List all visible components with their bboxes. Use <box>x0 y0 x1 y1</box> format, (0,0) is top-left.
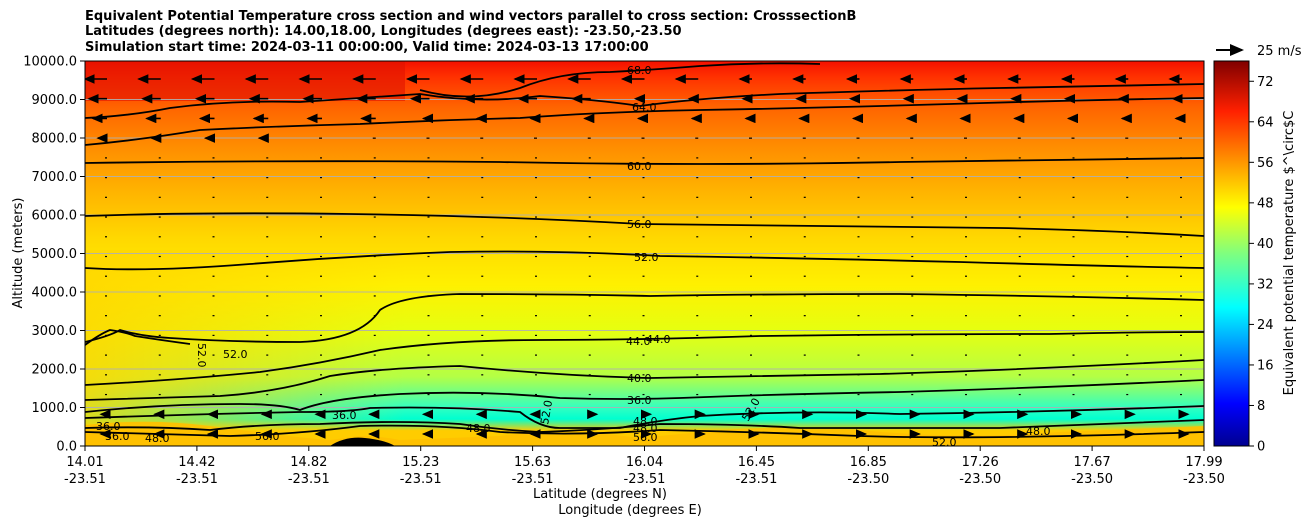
colorbar: 0 8 16 24 32 40 48 56 64 72 Equivalent potential … <box>1213 60 1297 455</box>
contour-labels: 68.0 64.0 60.0 56.0 52.0 52.0 44.0 44.0 … <box>96 64 1051 449</box>
contour-52 <box>85 250 1204 271</box>
y-tick-label: 0.0 <box>56 440 77 455</box>
contour-36-b <box>85 405 1204 429</box>
chart-title-line-2: Latitudes (degrees north): 14.00,18.00, … <box>85 24 682 39</box>
contour-label: 64.0 <box>632 101 657 114</box>
x-tick-label-lon: -23.50 <box>1183 472 1225 487</box>
x-tick-label-lon: -23.51 <box>176 472 218 487</box>
x-tick-label-lat: 16.45 <box>738 455 775 470</box>
contour-label: 36.0 <box>105 430 130 443</box>
contour-label: 44.0 <box>646 333 671 346</box>
x-tick-label-lat: 16.04 <box>626 455 663 470</box>
contour-56 <box>85 212 1204 237</box>
colorbar-tick-label: 48 <box>1257 196 1274 211</box>
y-tick-label: 1000.0 <box>32 401 78 416</box>
contour-label: 52.0 <box>932 436 957 449</box>
contour-label: 52.0 <box>223 348 248 361</box>
contour-label: 36.0 <box>332 409 357 422</box>
colorbar-gradient <box>1213 60 1250 447</box>
contour-36 <box>85 379 1204 413</box>
contour-48-low <box>85 419 1204 433</box>
contour-label: 52.0 <box>538 399 555 425</box>
contour-52-left <box>85 329 191 346</box>
y-tick-label: 6000.0 <box>32 209 78 224</box>
x-tick-label-lon: -23.51 <box>512 472 554 487</box>
x-tick-label-lat: 17.26 <box>962 455 999 470</box>
x-axis-label-lon: Longitude (degrees E) <box>558 503 702 518</box>
y-tick-label: 5000.0 <box>32 247 78 262</box>
contour-label: 68.0 <box>627 64 652 77</box>
contour-label: 48.0 <box>633 415 658 428</box>
contour-60 <box>85 157 1204 165</box>
contour-label: 56.0 <box>627 218 652 231</box>
colorbar-tick-label: 64 <box>1257 115 1274 130</box>
contour-label: 48.0 <box>633 422 658 435</box>
contour-label: 52.0 <box>195 343 208 368</box>
x-tick-label-lat: 17.67 <box>1073 455 1110 470</box>
x-tick-label-lon: -23.51 <box>400 472 442 487</box>
colorbar-tick-label: 72 <box>1257 75 1274 90</box>
contour-label: 56.0 <box>633 431 658 444</box>
x-tick-label-lat: 14.82 <box>290 455 327 470</box>
contour-40 <box>85 359 1204 401</box>
x-tick-label-lat: 15.63 <box>514 455 551 470</box>
contour-label: 48.0 <box>466 422 491 435</box>
x-tick-label-lon: -23.50 <box>1071 472 1113 487</box>
y-tick-label: 3000.0 <box>32 324 78 339</box>
wind-vectors <box>85 74 1190 439</box>
contour-label: 44.0 <box>626 335 651 348</box>
x-axis-label-lat: Latitude (degrees N) <box>533 487 667 502</box>
contour-label: 40.0 <box>627 372 652 385</box>
colorbar-tick-label: 24 <box>1257 318 1274 333</box>
colorbar-label: Equivalent potential temperature $^\circ… <box>1282 111 1297 396</box>
chart-title-line-3: Simulation start time: 2024-03-11 00:00:… <box>85 40 649 55</box>
y-axis: 0.0 1000.0 2000.0 3000.0 4000.0 5000.0 6000.0 7… <box>23 55 85 455</box>
contour-label: 48.0 <box>1026 425 1051 438</box>
contour-48 <box>85 293 1204 343</box>
contour-64 <box>85 97 1204 146</box>
y-tick-label: 8000.0 <box>32 132 78 147</box>
contour-label: 36.0 <box>96 420 121 433</box>
chart-title-line-1: Equivalent Potential Temperature cross s… <box>85 9 857 24</box>
contour-label: 60.0 <box>627 160 652 173</box>
x-tick-label-lat: 14.42 <box>178 455 215 470</box>
x-tick-label-lat: 16.85 <box>850 455 887 470</box>
contour-label: 48.0 <box>145 432 170 445</box>
x-tick-label-lon: -23.51 <box>64 472 106 487</box>
contour-label: 52.0 <box>634 251 659 264</box>
quiver-key-label: 25 m/s <box>1257 44 1302 59</box>
x-tick-label-lon: -23.51 <box>288 472 330 487</box>
x-tick-label-lon: -23.51 <box>735 472 777 487</box>
y-tick-label: 2000.0 <box>32 363 78 378</box>
x-axis: 14.01 -23.51 14.42 -23.51 14.82 -23.51 15.23 -2… <box>64 446 1225 487</box>
x-tick-label-lat: 14.01 <box>66 455 103 470</box>
colorbar-tick-label: 32 <box>1257 277 1274 292</box>
quiver-key: 25 m/s <box>1216 44 1302 59</box>
contour-label: 36.0 <box>627 394 652 407</box>
colorbar-tick-label: 8 <box>1257 399 1265 414</box>
y-axis-label: Altitude (meters) <box>11 198 26 309</box>
colorbar-tick-label: 0 <box>1257 440 1265 455</box>
y-tick-label: 7000.0 <box>32 170 78 185</box>
contour-label: 56.0 <box>255 430 280 443</box>
x-tick-label-lat: 17.99 <box>1185 455 1222 470</box>
colorbar-tick-label: 56 <box>1257 156 1274 171</box>
y-tick-label: 4000.0 <box>32 286 78 301</box>
x-tick-label-lon: -23.50 <box>959 472 1001 487</box>
x-tick-label-lat: 15.23 <box>402 455 439 470</box>
x-tick-label-lon: -23.50 <box>847 472 889 487</box>
x-tick-label-lon: -23.51 <box>624 472 666 487</box>
contour-68 <box>419 62 821 98</box>
colorbar-tick-label: 16 <box>1257 358 1274 373</box>
colorbar-tick-label: 40 <box>1257 237 1274 252</box>
contour-44 <box>85 331 1204 386</box>
y-tick-label: 9000.0 <box>32 93 78 108</box>
y-tick-label: 10000.0 <box>23 55 77 70</box>
